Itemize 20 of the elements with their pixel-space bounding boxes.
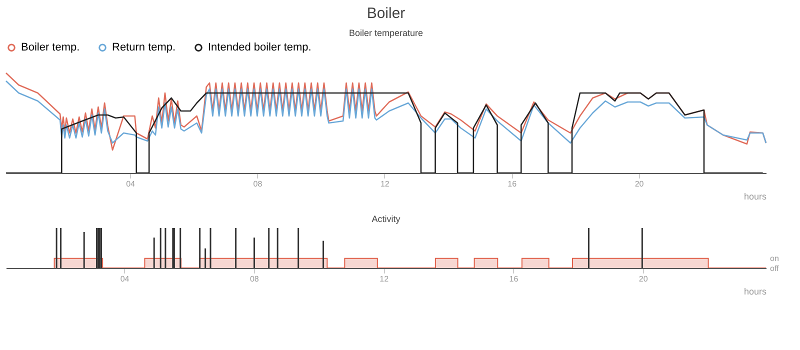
chart-title: Boiler: [366, 5, 406, 22]
x-tick-label: 08: [253, 180, 263, 188]
chart-subtitle: Boiler temperature: [348, 28, 424, 38]
x-axis-title: hours: [744, 192, 767, 202]
x-tick-label: 12: [380, 274, 390, 284]
x-tick-label: 04: [120, 274, 130, 284]
legend-label: Return temp.: [112, 42, 176, 54]
legend-label: Intended boiler temp.: [208, 42, 312, 54]
text: off: [770, 264, 780, 273]
x-tick-label: 08: [250, 274, 260, 284]
x-tick-label: 20: [634, 180, 644, 188]
x-tick-label: 20: [638, 274, 648, 284]
x-tick-label: 16: [509, 274, 519, 284]
x-tick-label: 04: [126, 180, 136, 188]
text: on: [770, 254, 779, 263]
legend-label: Boiler temp.: [21, 42, 80, 54]
x-tick-label: 16: [508, 180, 518, 188]
x-axis-title: hours: [744, 286, 767, 296]
chart-title: Activity: [372, 214, 401, 224]
x-tick-label: 12: [380, 180, 390, 188]
